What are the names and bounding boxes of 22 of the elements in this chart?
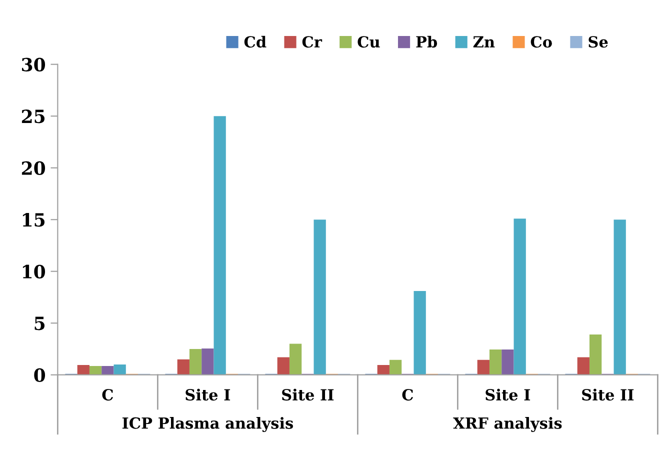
y-tick-label: 20: [22, 161, 46, 175]
y-tick-label: 0: [34, 368, 46, 382]
text: XRF analysis: [453, 417, 562, 432]
x-tick-label: Site II: [582, 388, 634, 401]
x-tick-label: Site II: [282, 388, 334, 401]
y-tick-label: 30: [22, 58, 46, 72]
x-tick-label: Site I: [186, 388, 230, 401]
legend-label: Se: [588, 36, 608, 48]
y-tick-label: 10: [22, 264, 46, 278]
legend-label: Zn: [473, 36, 495, 48]
legend-label: Cr: [302, 36, 322, 48]
y-tick-label: 25: [22, 110, 45, 124]
legend-label: Pb: [416, 36, 438, 48]
text: ICP Plasma analysis: [122, 417, 293, 432]
legend-label: Cd: [244, 36, 266, 48]
x-tick-label: Site I: [486, 388, 530, 401]
y-tick-label: 5: [34, 316, 45, 330]
x-tick-label: C: [102, 389, 113, 401]
legend-label: Cu: [358, 36, 380, 48]
y-tick-label: 15: [22, 213, 45, 227]
x-tick-label: C: [402, 389, 413, 401]
legend-label: Co: [530, 36, 552, 48]
